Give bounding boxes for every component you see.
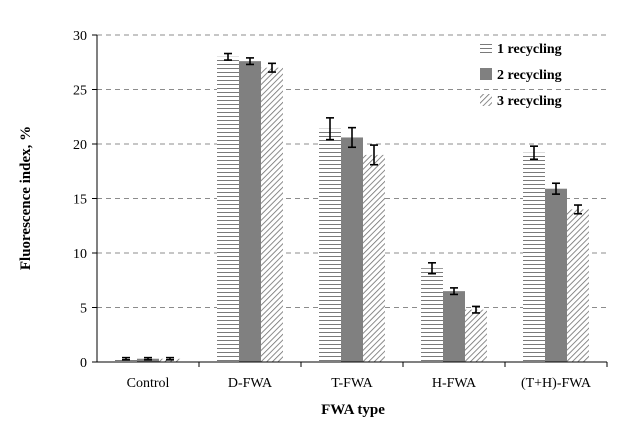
bar-1-recycling <box>523 152 545 362</box>
x-tick-label: H-FWA <box>432 376 477 391</box>
legend-swatch-3 <box>480 94 492 106</box>
bar-2-recycling <box>341 137 363 362</box>
y-tick-label: 30 <box>73 29 87 44</box>
y-tick-label: 5 <box>80 302 87 317</box>
bar-1-recycling <box>421 268 443 362</box>
y-tick-label: 20 <box>73 138 87 153</box>
bar-3-recycling <box>363 154 385 362</box>
x-tick-label: T-FWA <box>331 376 373 391</box>
bar-3-recycling <box>567 209 589 362</box>
legend-swatch-2 <box>480 68 492 80</box>
bar-2-recycling <box>239 61 261 362</box>
bars <box>115 56 589 363</box>
x-axis-title: FWA type <box>321 402 385 418</box>
y-tick-label: 25 <box>73 84 87 99</box>
bar-2-recycling <box>545 188 567 362</box>
bar-3-recycling <box>261 67 283 362</box>
bar-2-recycling <box>443 291 465 362</box>
y-tick-label: 15 <box>73 193 87 208</box>
bar-1-recycling <box>319 128 341 362</box>
x-tick-label: Control <box>127 376 170 391</box>
x-tick-label: D-FWA <box>228 376 273 391</box>
x-tick-label: (T+H)-FWA <box>521 376 592 391</box>
tick-labels: 0 5 10 15 20 25 30 Control D-FWA T-FWA H-FWA (T+H)-… <box>73 29 592 391</box>
legend-label: 2 recycling <box>497 68 562 83</box>
y-tick-label: 0 <box>80 356 87 371</box>
legend-label: 3 recycling <box>497 94 562 109</box>
legend-label: 1 recycling <box>497 42 562 57</box>
error-bars <box>122 52 582 361</box>
y-axis-title: Fluorescence index, % <box>18 126 34 270</box>
legend-swatch-1 <box>480 42 492 54</box>
legend: 1 recycling 2 recycling 3 recycling <box>480 42 562 109</box>
bar-1-recycling <box>217 56 239 363</box>
axes <box>92 34 608 367</box>
y-tick-label: 10 <box>73 247 87 262</box>
bar-3-recycling <box>465 309 487 362</box>
